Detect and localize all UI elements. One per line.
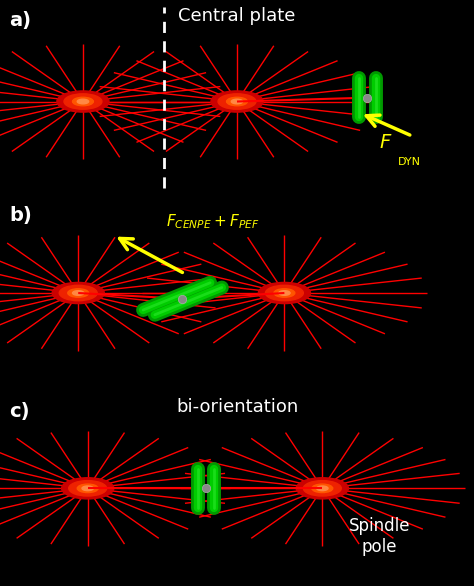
Circle shape [231,99,243,104]
Circle shape [73,291,84,295]
Circle shape [303,481,341,496]
Text: a): a) [9,11,31,30]
Text: $F_{CENPE}+F_{PEF}$: $F_{CENPE}+F_{PEF}$ [166,213,259,231]
Circle shape [296,478,348,499]
Circle shape [227,97,247,105]
Circle shape [274,289,295,297]
Circle shape [218,94,256,109]
Circle shape [59,285,97,301]
Circle shape [52,282,104,304]
Circle shape [62,478,114,499]
Text: $F$: $F$ [379,132,392,152]
Circle shape [82,486,93,490]
Circle shape [279,291,290,295]
Circle shape [73,97,93,105]
Text: bi-orientation: bi-orientation [176,398,298,416]
Text: DYN: DYN [398,157,421,167]
Circle shape [68,289,89,297]
Circle shape [265,285,303,301]
Text: c): c) [9,402,30,421]
Circle shape [69,481,107,496]
Text: b): b) [9,206,32,226]
Circle shape [64,94,102,109]
Circle shape [317,486,328,490]
Circle shape [258,282,310,304]
Circle shape [312,484,333,493]
Text: Central plate: Central plate [178,7,296,25]
Circle shape [77,484,98,493]
Circle shape [211,91,263,112]
Text: Spindle
pole: Spindle pole [348,517,410,556]
Circle shape [77,99,89,104]
Circle shape [57,91,109,112]
